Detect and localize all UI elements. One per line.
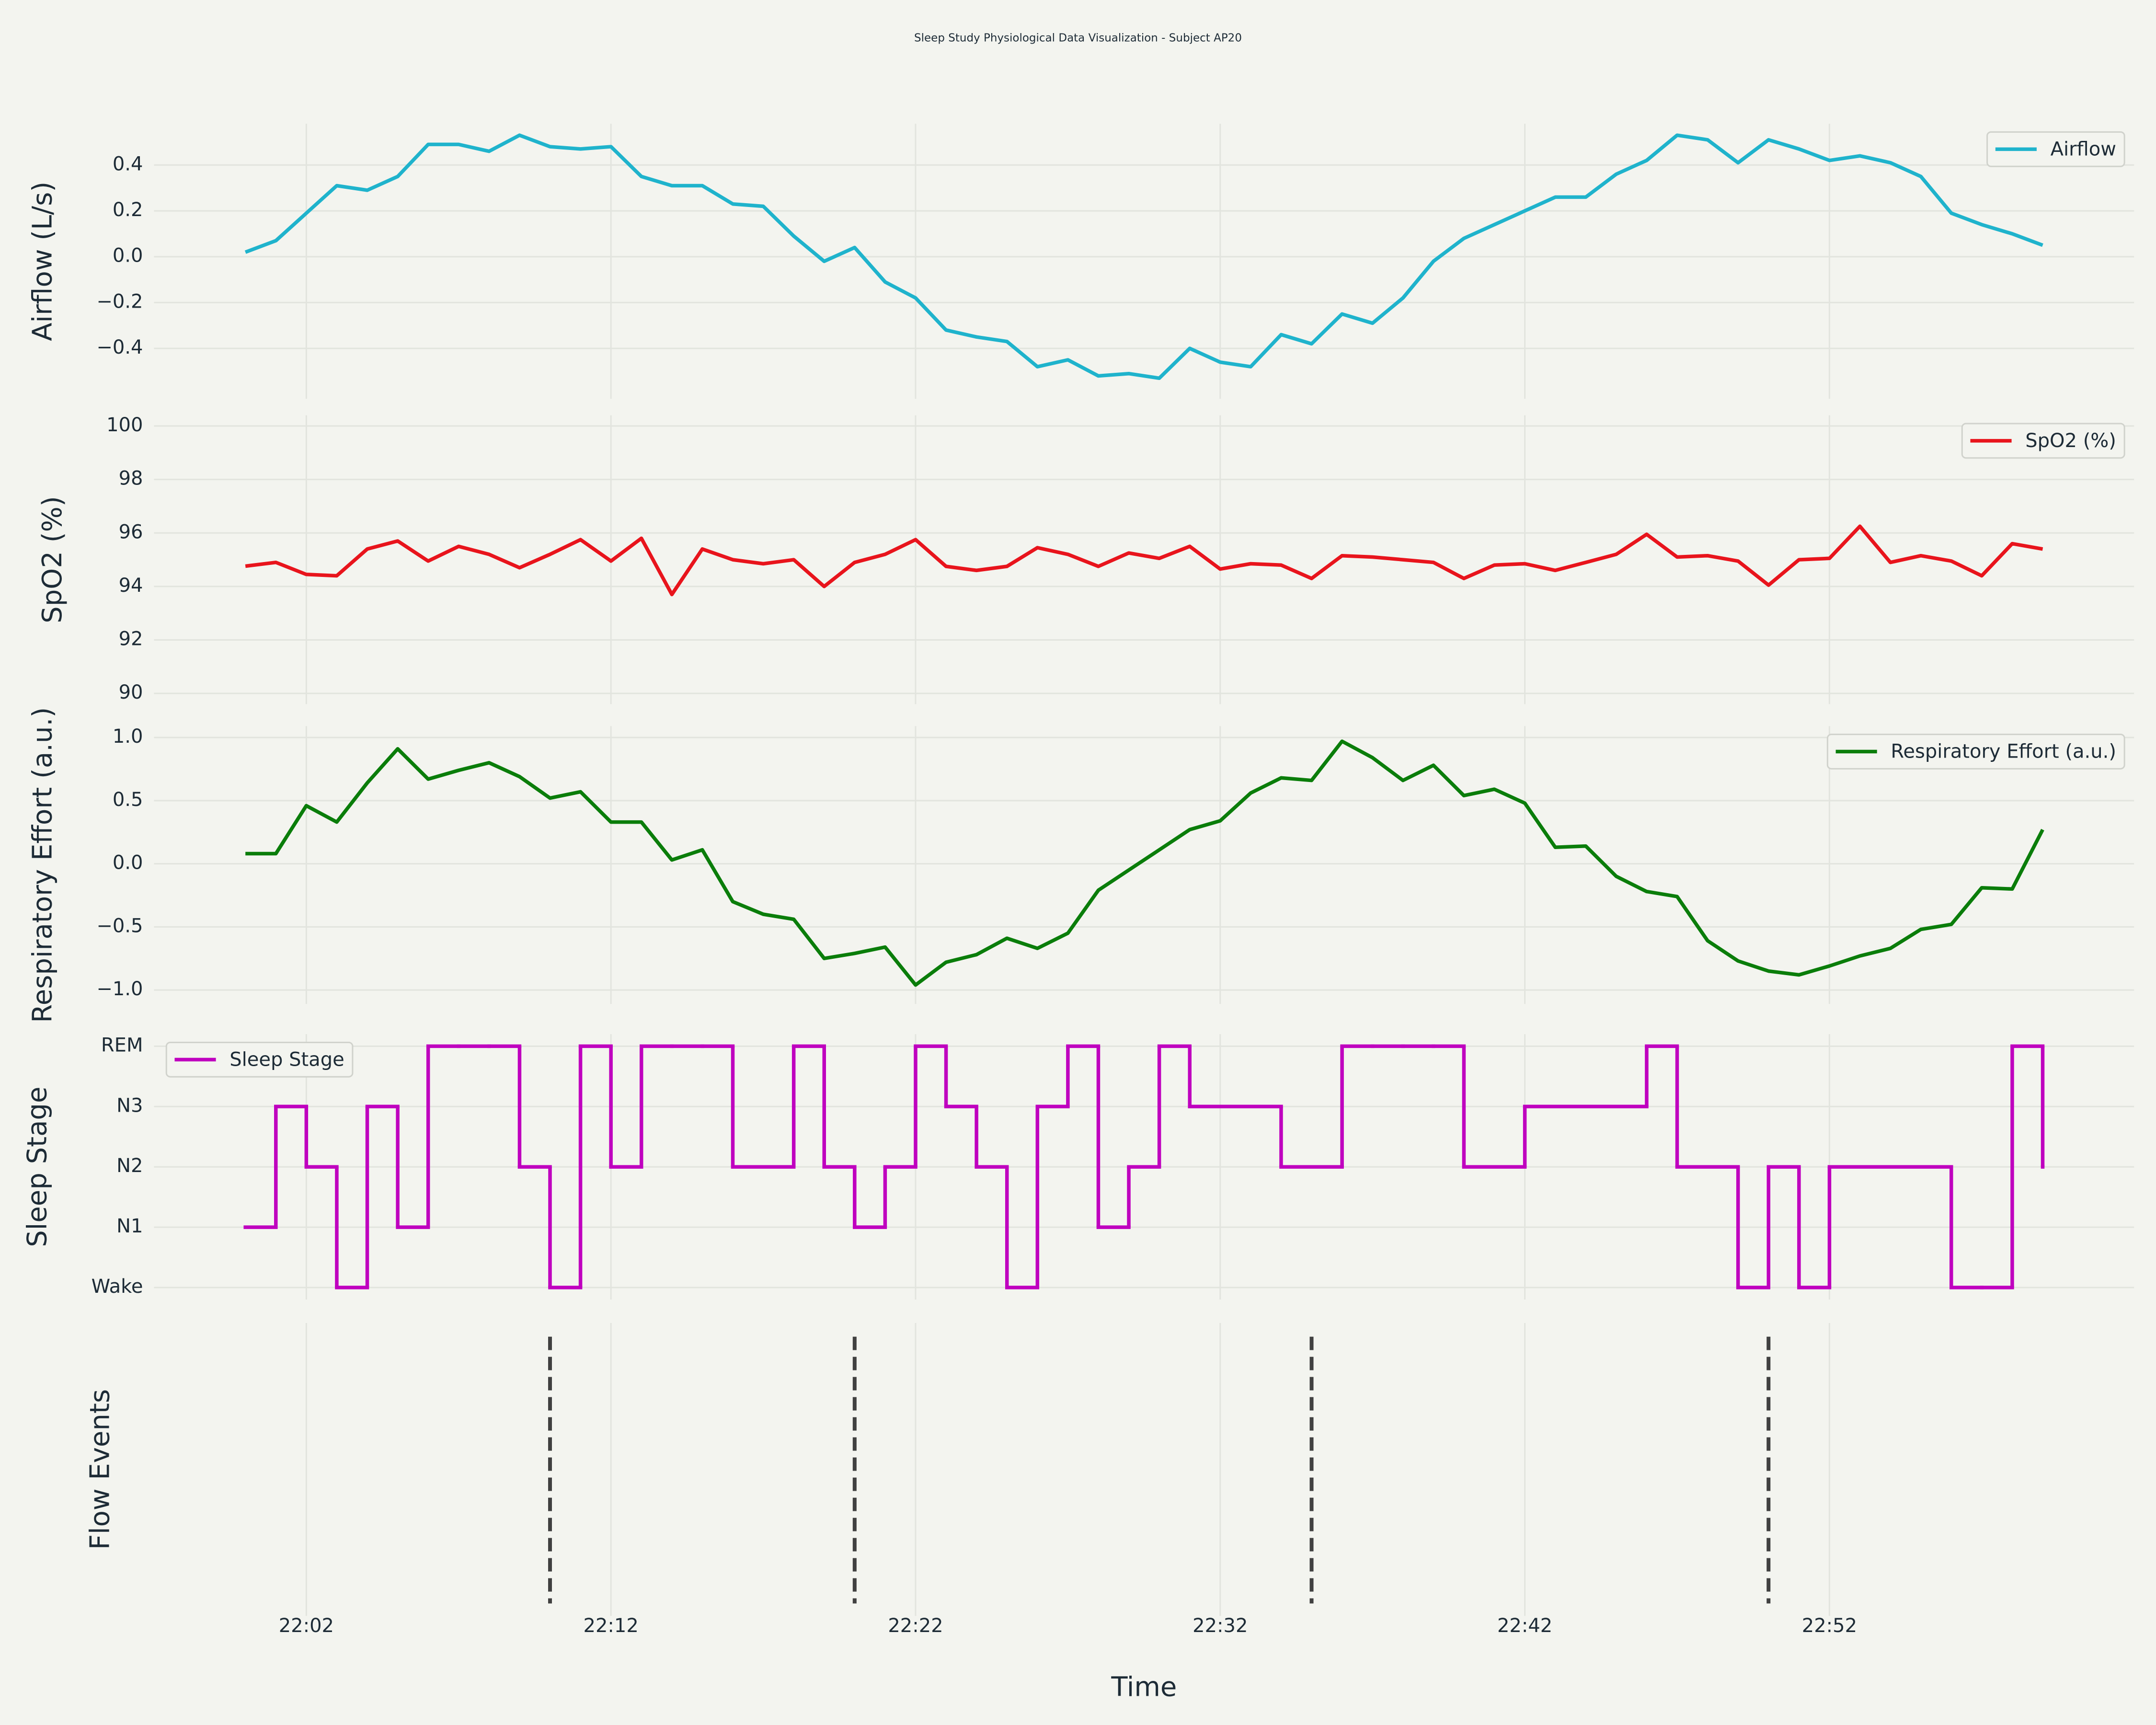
x-tick-label: 22:02: [279, 1615, 334, 1637]
x-tick-label: 22:42: [1497, 1615, 1552, 1637]
legend-box: [1961, 423, 2125, 459]
data-line: [244, 133, 2043, 380]
legend-label: Sleep Stage: [229, 1048, 344, 1070]
y-axis-label: Sleep Stage: [22, 1087, 53, 1247]
y-tick-label: 92: [119, 628, 143, 650]
y-tick-label: 100: [106, 414, 143, 436]
y-tick-label: N3: [116, 1094, 143, 1116]
panel: −1.0 −0.5 0.0 0.5 1.0 Respiratory Effort (a.u…: [27, 707, 2134, 1023]
y-tick-label: N2: [116, 1155, 143, 1177]
x-tick-label: 22:52: [1802, 1615, 1857, 1637]
legend-label: Airflow: [2051, 138, 2116, 160]
y-tick-label: 0.5: [113, 789, 143, 811]
x-tick-label: 22:12: [584, 1615, 639, 1637]
panel: −0.4 −0.2 0.0 0.2 0.4 Airflow (L/s) Airflow: [27, 124, 2134, 399]
y-tick-label: 0.0: [113, 852, 143, 874]
legend: Sleep Stage: [165, 1041, 354, 1078]
data-line: [245, 524, 2043, 597]
y-axis-label: Airflow (L/s): [27, 182, 58, 341]
y-tick-label: −1.0: [96, 978, 143, 1000]
y-tick-label: 96: [119, 521, 143, 543]
y-tick-label: 0.0: [113, 245, 143, 267]
x-tick-label: 22:22: [888, 1615, 943, 1637]
y-tick-label: 0.4: [113, 153, 143, 175]
x-axis-label: Time: [1111, 1672, 1177, 1703]
y-axis-label: SpO2 (%): [37, 496, 68, 623]
y-tick-label: 98: [119, 468, 143, 490]
y-tick-label: 1.0: [113, 725, 143, 748]
legend: Respiratory Effort (a.u.): [1826, 734, 2125, 770]
y-tick-label: 0.2: [113, 199, 143, 221]
legend-box: [1986, 131, 2125, 167]
y-tick-label: 90: [119, 681, 143, 703]
y-tick-label: 94: [119, 575, 143, 597]
legend-label: SpO2 (%): [2025, 430, 2116, 452]
legend-box: [1826, 734, 2125, 770]
y-axis-label: Respiratory Effort (a.u.): [27, 707, 58, 1023]
data-line: [245, 739, 2044, 987]
x-tick-label: 22:32: [1193, 1615, 1248, 1637]
y-tick-label: N1: [116, 1215, 143, 1237]
y-tick-label: Wake: [92, 1276, 143, 1298]
panel: 22:02 22:12 22:22 22:32 22:42 22:52 Time Flow E…: [85, 1322, 1857, 1703]
figure-title: Sleep Study Physiological Data Visualiza…: [914, 32, 1242, 45]
panel: Wake N1 N2 N3 REM Sleep Stage Sleep Stage: [22, 1034, 2134, 1300]
y-tick-label: −0.2: [96, 290, 143, 312]
legend-label: Respiratory Effort (a.u.): [1891, 740, 2116, 762]
legend-box: [165, 1041, 354, 1078]
y-tick-label: −0.5: [96, 915, 143, 937]
y-tick-label: −0.4: [96, 336, 143, 358]
panel: 90 92 94 96 98 100 SpO2 (%) SpO2 (%): [37, 414, 2134, 704]
y-axis-label: Flow Events: [85, 1389, 116, 1550]
legend: SpO2 (%): [1961, 423, 2125, 459]
y-tick-label: REM: [101, 1034, 143, 1056]
legend: Airflow: [1986, 131, 2125, 167]
